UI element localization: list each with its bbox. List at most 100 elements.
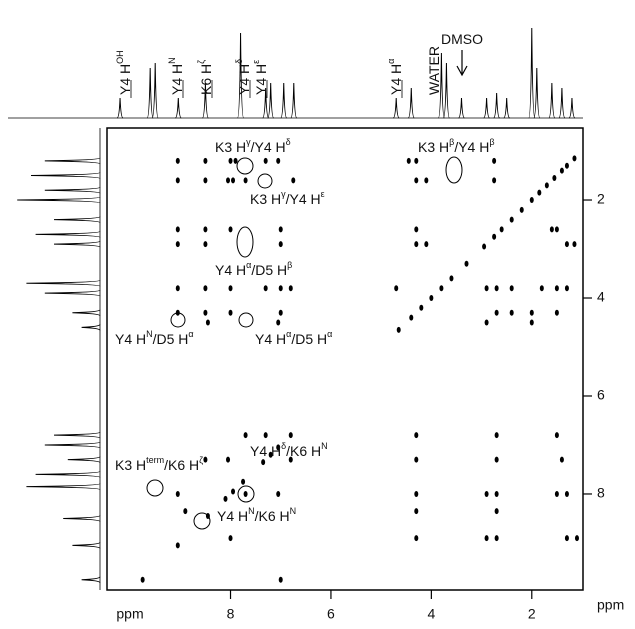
cross-peak [278, 285, 283, 292]
cross-peak [228, 535, 233, 542]
peak-label: WATER [426, 46, 442, 95]
peak-label: Y4 Hε [251, 60, 268, 95]
cross-peak [226, 456, 231, 463]
label-text: /K6 H [164, 457, 199, 473]
y-tick-label: 6 [597, 387, 605, 403]
cross-peak [231, 177, 236, 184]
projection-peak [146, 67, 154, 119]
label-text: /K6 H [286, 443, 321, 459]
projection-peak [175, 97, 182, 119]
label-text: WATER [426, 46, 442, 95]
x-tick-label: 4 [427, 606, 435, 622]
label-text: Y4 H [388, 64, 404, 95]
cross-peak [228, 226, 233, 233]
projection-peak [44, 289, 101, 297]
label-text: Y4 H [250, 443, 281, 459]
cross-peak [424, 241, 429, 248]
cross-peak [203, 241, 208, 248]
cross-peak [276, 157, 281, 164]
cross-peak [263, 432, 268, 439]
label-text: Y4 H [253, 64, 269, 95]
cross-peak [278, 241, 283, 248]
label-text: Y4 H [117, 64, 133, 95]
superscript: β [287, 260, 292, 270]
cross-peak [414, 508, 419, 515]
y-tick-label: 2 [597, 191, 605, 207]
label-text: /Y4 H [286, 191, 321, 207]
projection-peak [533, 67, 541, 119]
annotation: Y4 HN/K6 HN [217, 506, 296, 523]
cross-peak [276, 319, 281, 326]
cross-peak [414, 535, 419, 542]
label-text: K3 H [250, 191, 281, 207]
cross-peak [564, 285, 569, 292]
cross-peak [552, 174, 557, 181]
projection-peak [26, 483, 101, 491]
cross-peak [205, 319, 210, 326]
label-text: K3 H [215, 139, 246, 155]
superscript: δ [286, 137, 291, 147]
cross-peak [223, 495, 228, 502]
cross-peak [429, 295, 434, 302]
annotation: K3 Hβ/Y4 Hβ [418, 137, 495, 154]
label-text: K3 H [418, 139, 449, 155]
cross-peak [394, 285, 399, 292]
projection-peak [30, 172, 101, 180]
cross-peak [414, 241, 419, 248]
peak-label: K6 Hζ [196, 60, 213, 95]
label-text: K6 H [198, 64, 214, 95]
label-text: DMSO [441, 31, 483, 47]
peak-label: Y4 Hα [386, 59, 403, 95]
cross-peak [278, 226, 283, 233]
cross-peak [559, 456, 564, 463]
cross-peak [564, 535, 569, 542]
cross-peak [494, 508, 499, 515]
annotation: Y4 Hδ/K6 HN [250, 441, 328, 458]
cross-peak [554, 226, 559, 233]
superscript: γ [246, 137, 251, 147]
superscript: OH [115, 50, 125, 64]
annotation: K3 Hterm/K6 Hζ [115, 455, 203, 472]
projection-peak [35, 230, 101, 238]
x-tick-label: 2 [528, 606, 536, 622]
cross-peak [228, 285, 233, 292]
cross-peak [175, 542, 180, 549]
cross-peak [494, 285, 499, 292]
projection-peak [116, 97, 124, 119]
cross-peak [509, 285, 514, 292]
cross-peak [140, 576, 145, 583]
superscript: N [167, 57, 177, 64]
cross-peak [203, 157, 208, 164]
cross-peak [499, 226, 504, 233]
label-text: /Y4 H [251, 139, 286, 155]
superscript: α [327, 329, 332, 339]
cross-peak [175, 285, 180, 292]
plot-frame [106, 127, 584, 591]
projection-peak [72, 309, 101, 317]
cross-peak [449, 275, 454, 282]
superscript: N [290, 506, 297, 516]
superscript: N [321, 441, 328, 451]
cross-peak [554, 432, 559, 439]
cross-peak [278, 576, 283, 583]
label-text: Y4 H [115, 331, 146, 347]
cross-peak [243, 432, 248, 439]
projection-peak [81, 576, 101, 583]
cross-peak [494, 535, 499, 542]
cross-peak [439, 285, 444, 292]
cross-peak [396, 326, 401, 333]
cross-peak [572, 155, 577, 162]
cross-peak [549, 226, 554, 233]
cross-peak [572, 241, 577, 248]
x-tick-label: 8 [227, 606, 235, 622]
label-text: /D5 H [291, 331, 327, 347]
cross-peak [261, 459, 266, 466]
annotation: Y4 HN/D5 Hα [115, 329, 194, 346]
superscript: ζ [196, 60, 206, 64]
label-text: /K6 H [255, 508, 290, 524]
projection-peak [262, 87, 270, 119]
cross-peak [544, 182, 549, 189]
cross-peak [175, 241, 180, 248]
cross-peak [509, 216, 514, 223]
